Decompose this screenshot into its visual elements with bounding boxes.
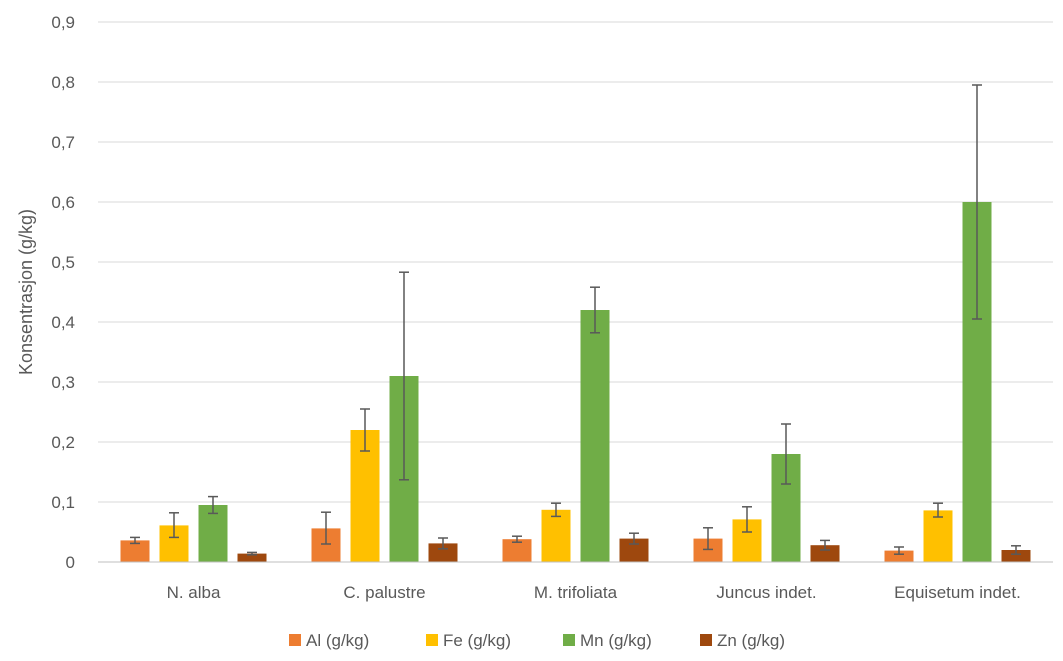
y-tick-label: 0,6: [51, 193, 75, 212]
bar: [580, 310, 610, 562]
bar: [198, 505, 228, 562]
legend-swatch: [289, 634, 301, 646]
bar: [120, 540, 150, 562]
y-tick-label: 0,4: [51, 313, 75, 332]
bar: [541, 509, 571, 562]
y-tick-label: 0,1: [51, 493, 75, 512]
y-tick-label: 0,2: [51, 433, 75, 452]
legend-label: Al (g/kg): [306, 631, 369, 650]
y-tick-label: 0,5: [51, 253, 75, 272]
bar: [350, 430, 380, 562]
y-tick-label: 0,9: [51, 13, 75, 32]
legend: Al (g/kg) Fe (g/kg) Mn (g/kg) Zn (g/kg): [289, 631, 785, 650]
bar: [237, 553, 267, 562]
legend-label: Mn (g/kg): [580, 631, 652, 650]
bar: [693, 538, 723, 562]
y-axis-title: Konsentrasjon (g/kg): [16, 209, 36, 375]
y-axis-tick-labels: 0 0,1 0,2 0,3 0,4 0,5 0,6 0,7 0,8 0,9: [51, 13, 75, 572]
error-bars: [130, 84, 1021, 556]
bar: [884, 550, 914, 562]
bar: [428, 543, 458, 562]
legend-label: Zn (g/kg): [717, 631, 785, 650]
gridlines: [98, 21, 1053, 503]
bar: [619, 538, 649, 562]
y-tick-label: 0,8: [51, 73, 75, 92]
y-tick-label: 0,7: [51, 133, 75, 152]
x-category-label: Juncus indet.: [716, 583, 816, 602]
legend-label: Fe (g/kg): [443, 631, 511, 650]
x-axis-category-labels: N. alba C. palustre M. trifoliata Juncus in…: [167, 583, 1021, 602]
legend-swatch: [426, 634, 438, 646]
x-category-label: Equisetum indet.: [894, 583, 1021, 602]
y-tick-label: 0: [66, 553, 75, 572]
bar: [923, 510, 953, 562]
y-tick-label: 0,3: [51, 373, 75, 392]
x-category-label: C. palustre: [343, 583, 425, 602]
x-category-label: N. alba: [167, 583, 221, 602]
bar: [810, 545, 840, 562]
bar: [502, 539, 532, 562]
legend-swatch: [563, 634, 575, 646]
x-category-label: M. trifoliata: [534, 583, 618, 602]
bar: [1001, 550, 1031, 562]
legend-swatch: [700, 634, 712, 646]
